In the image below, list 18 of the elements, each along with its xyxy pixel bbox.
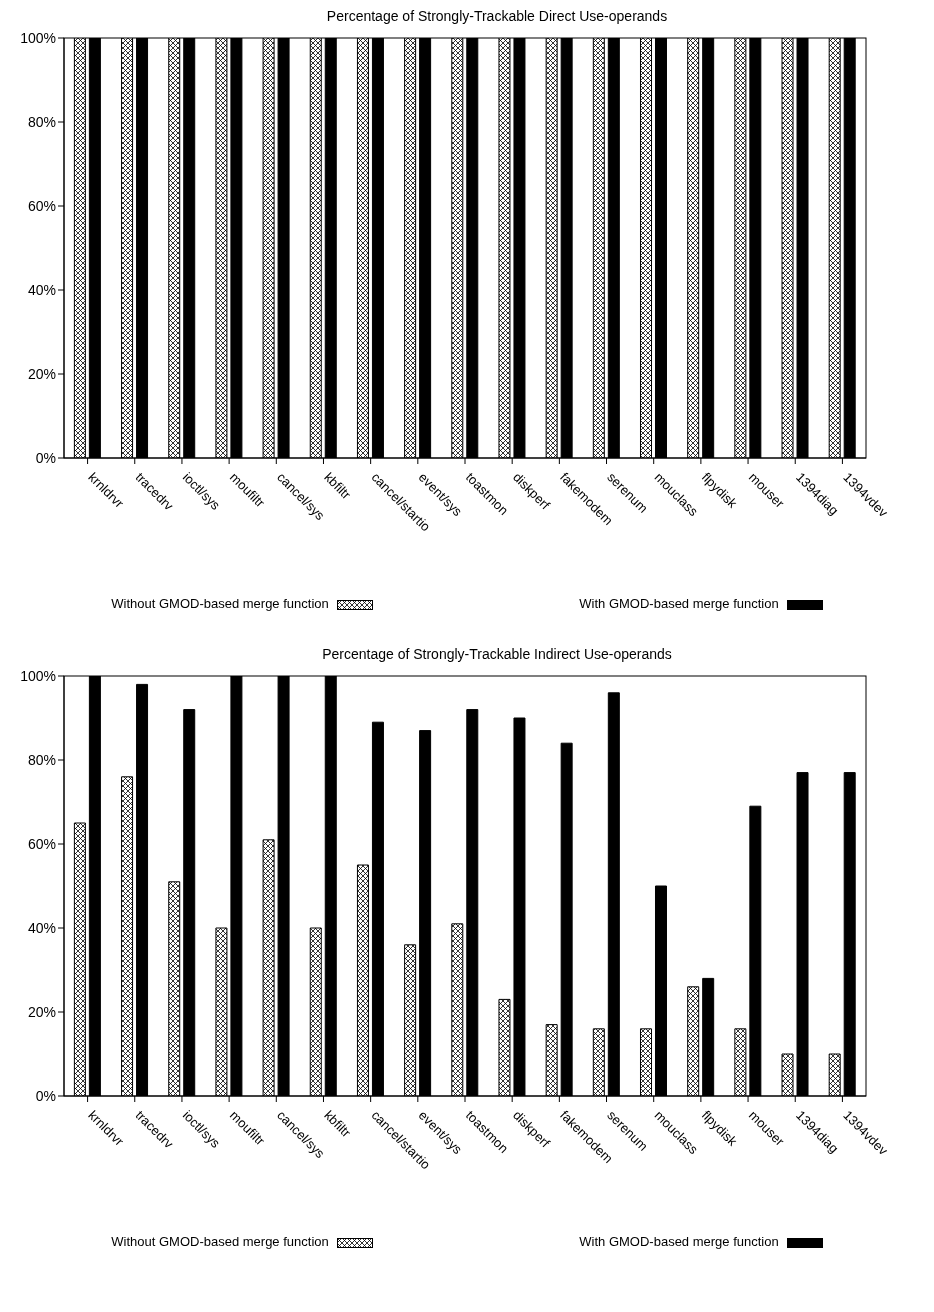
y-tick-label: 100% xyxy=(20,29,56,46)
y-tick-label: 20% xyxy=(27,1003,56,1020)
y-tick-label: 60% xyxy=(27,197,56,214)
y-tick-label: 40% xyxy=(27,919,56,936)
legend-label: With GMOD-based merge function xyxy=(579,1234,780,1251)
y-tick-label: 20% xyxy=(27,365,56,382)
y-tick-label: 60% xyxy=(27,835,56,852)
y-tick-label: 40% xyxy=(27,281,56,298)
chart-title: Percentage of Strongly-Trackable Indirect Use-operands xyxy=(321,646,673,664)
legend-label: With GMOD-based merge function xyxy=(579,596,780,613)
y-tick-label: 0% xyxy=(35,1087,56,1104)
y-tick-label: 80% xyxy=(27,113,56,130)
chart-title: Percentage of Strongly-Trackable Direct Use-operands xyxy=(325,8,669,26)
legend-label: Without GMOD-based merge function xyxy=(111,596,330,613)
y-tick-label: 0% xyxy=(35,449,56,466)
y-tick-label: 100% xyxy=(20,667,56,684)
y-tick-label: 80% xyxy=(27,751,56,768)
legend-label: Without GMOD-based merge function xyxy=(111,1234,330,1251)
